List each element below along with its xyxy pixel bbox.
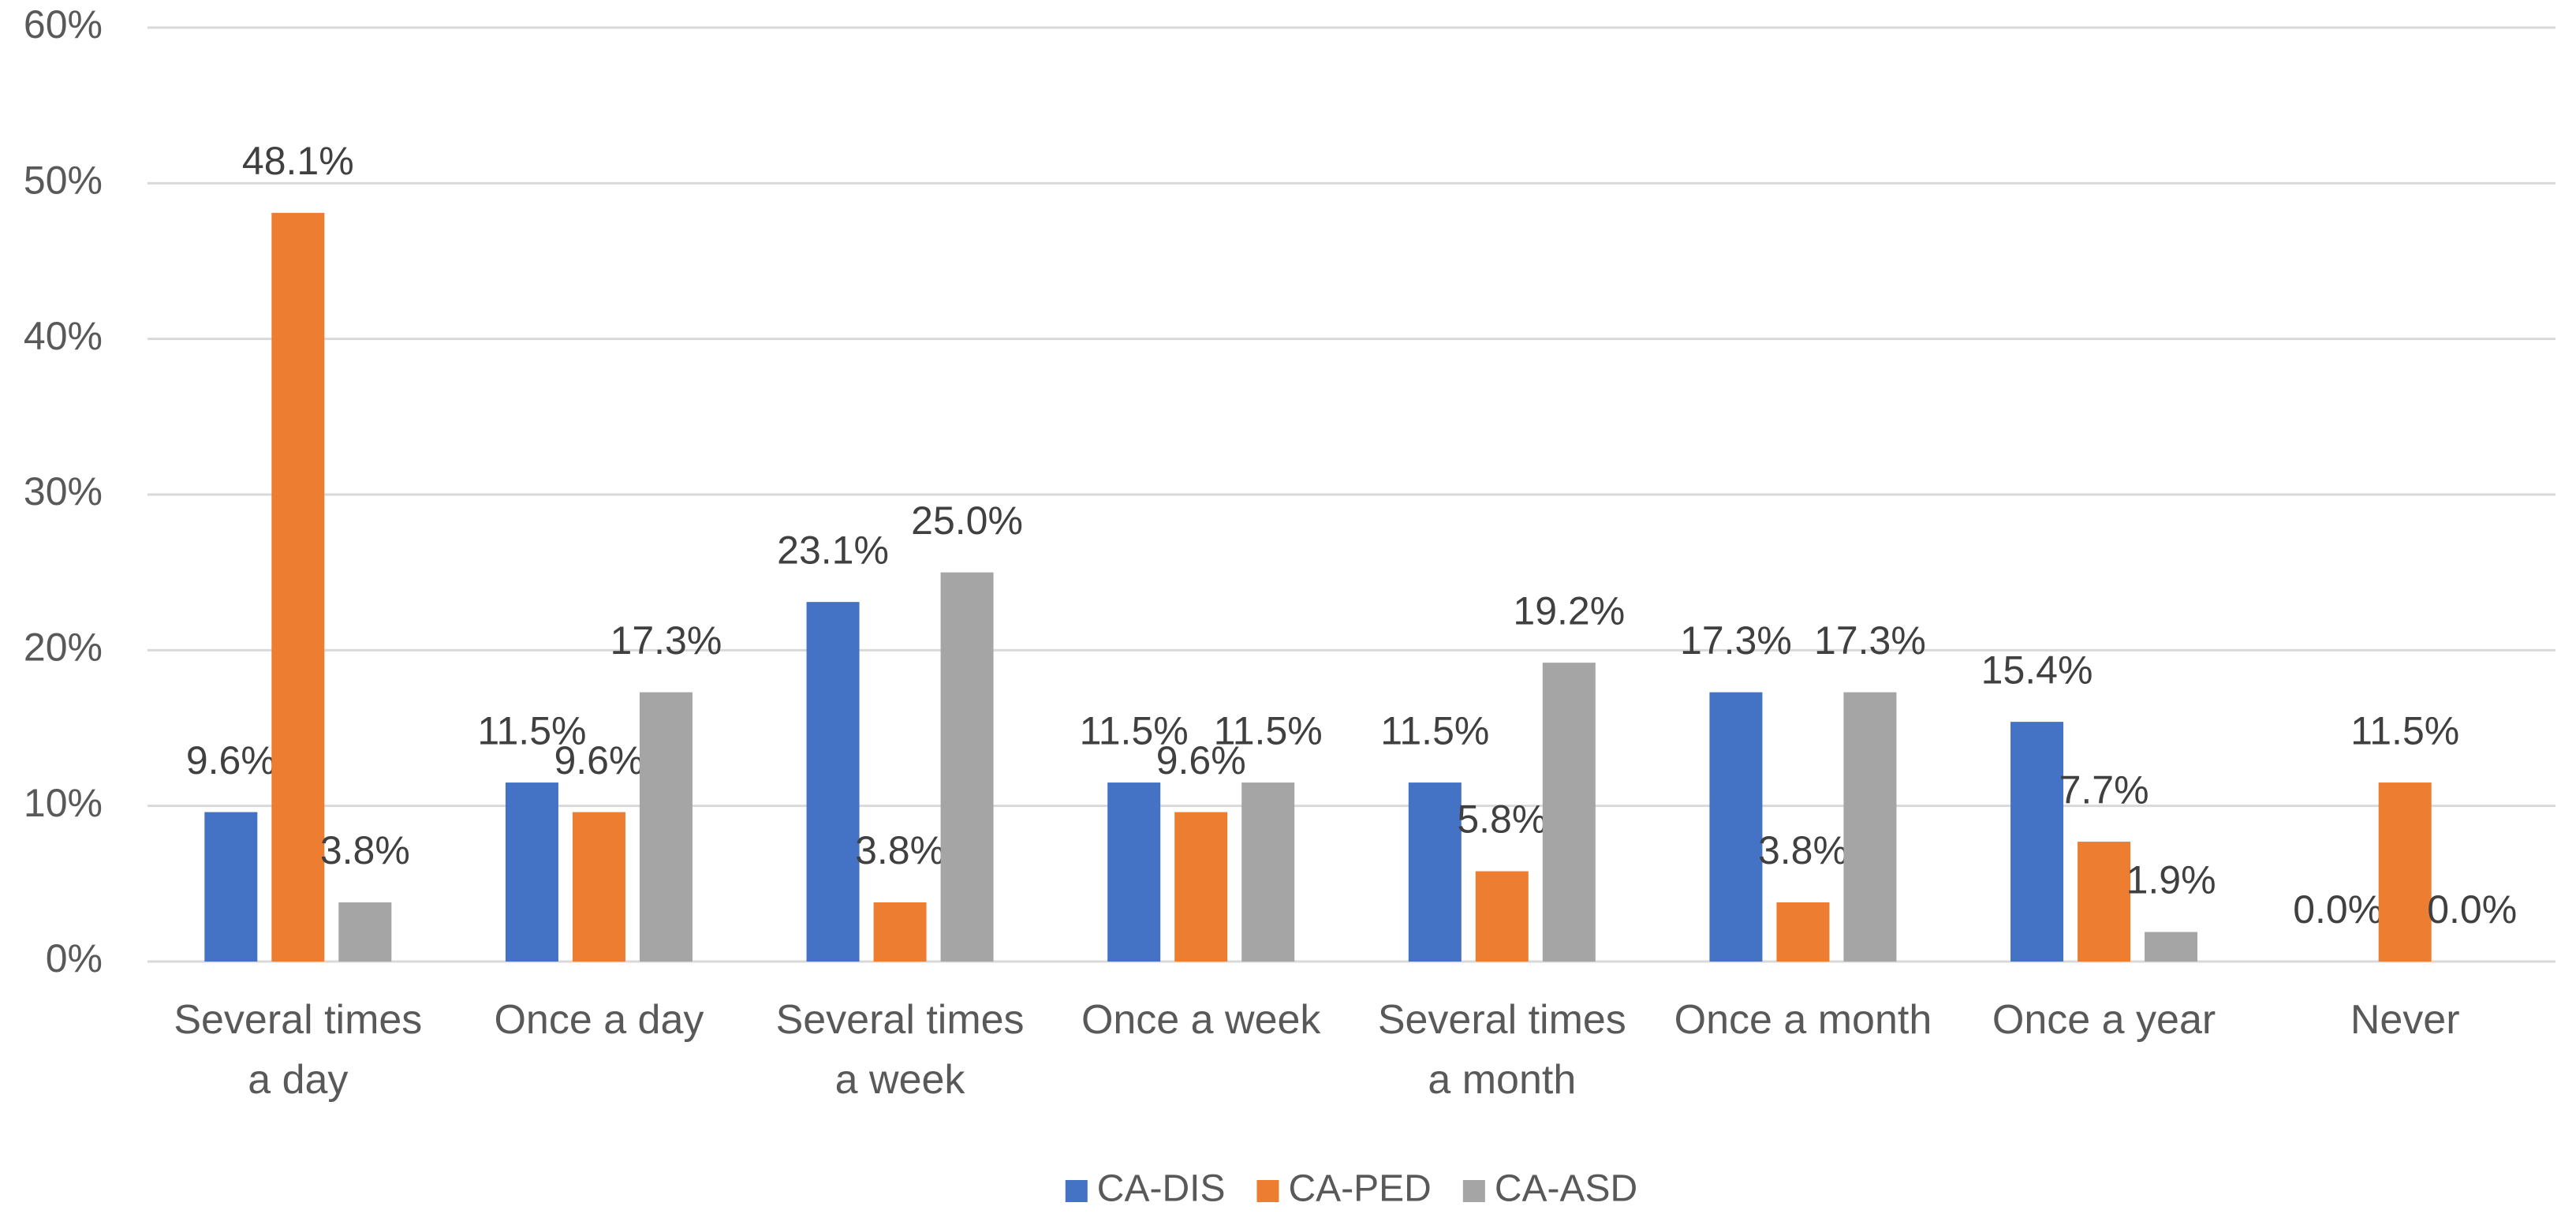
legend-label: CA-PED: [1288, 1168, 1431, 1210]
value-label: 19.2%: [1513, 588, 1625, 633]
value-label: 11.5%: [1214, 708, 1323, 753]
bar: [505, 782, 558, 962]
y-tick-label: 10%: [24, 781, 103, 825]
value-label: 25.0%: [911, 499, 1023, 543]
y-tick-label: 40%: [24, 314, 103, 358]
bar: [1241, 782, 1295, 962]
value-label: 17.3%: [1680, 618, 1792, 663]
x-tick-label: Once a week: [1081, 997, 1321, 1043]
x-tick-label: Several times a week: [775, 997, 1025, 1103]
value-label: 3.8%: [320, 828, 410, 872]
y-tick-label: 0%: [46, 936, 103, 980]
bar: [338, 902, 392, 962]
value-label: 11.5%: [1380, 708, 1489, 753]
bar: [2078, 842, 2131, 962]
bar: [2145, 932, 2198, 962]
value-label: 7.7%: [2059, 767, 2149, 812]
x-tick-label: Once a year: [1992, 997, 2216, 1043]
value-label: 48.1%: [242, 139, 354, 183]
value-label: 9.6%: [1156, 738, 1246, 782]
value-label: 3.8%: [1758, 828, 1848, 872]
bar: [1542, 663, 1596, 962]
bar: [639, 692, 693, 962]
legend-label: CA-DIS: [1097, 1168, 1226, 1210]
legend-swatch: [1462, 1180, 1485, 1202]
value-label: 23.1%: [777, 528, 889, 572]
value-label: 0.0%: [2293, 887, 2383, 932]
value-label: 11.5%: [2350, 708, 2459, 753]
bar: [204, 812, 258, 962]
bar: [873, 902, 927, 962]
bar: [2010, 722, 2064, 962]
x-tick-label: Never: [2350, 997, 2460, 1043]
y-tick-label: 30%: [24, 469, 103, 514]
x-tick-label: Several times a day: [174, 997, 423, 1103]
value-label: 5.8%: [1457, 797, 1547, 842]
value-label: 15.4%: [1981, 648, 2093, 692]
x-tick-label: Once a day: [494, 997, 704, 1043]
x-tick-label: Once a month: [1674, 997, 1932, 1043]
y-tick-label: 50%: [24, 159, 103, 203]
legend-swatch: [1065, 1180, 1088, 1202]
bar: [806, 602, 860, 962]
value-label: 17.3%: [1814, 618, 1926, 663]
bar: [1174, 812, 1228, 962]
bar: [271, 212, 325, 962]
bar: [1709, 692, 1763, 962]
bar: [1408, 782, 1462, 962]
value-label: 9.6%: [186, 738, 276, 782]
value-label: 11.5%: [477, 708, 586, 753]
legend-label: CA-ASD: [1495, 1168, 1637, 1210]
bar: [1776, 902, 1830, 962]
bar: [1475, 871, 1529, 962]
x-tick-label: Several times a month: [1377, 997, 1626, 1103]
y-tick-label: 60%: [24, 2, 103, 47]
value-label: 1.9%: [2126, 858, 2216, 902]
value-label: 0.0%: [2427, 887, 2517, 932]
value-label: 3.8%: [855, 828, 945, 872]
value-label: 9.6%: [554, 738, 644, 782]
bar: [940, 572, 994, 962]
bar: [572, 812, 625, 962]
bar: [1107, 782, 1161, 962]
y-tick-label: 20%: [24, 626, 103, 670]
legend-swatch: [1256, 1180, 1279, 1202]
bar: [1843, 692, 1897, 962]
bar: [2378, 782, 2432, 962]
value-label: 11.5%: [1080, 708, 1189, 753]
value-label: 17.3%: [610, 618, 722, 663]
